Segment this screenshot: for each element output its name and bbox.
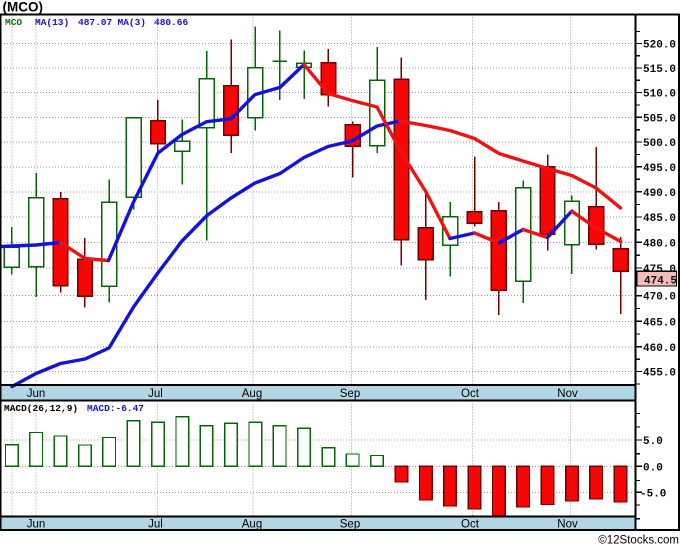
svg-text:(MCO): (MCO) <box>3 0 44 15</box>
svg-text:505.0: 505.0 <box>643 113 676 125</box>
svg-text:0.0: 0.0 <box>643 462 663 474</box>
svg-text:500.0: 500.0 <box>643 138 676 150</box>
svg-text:510.0: 510.0 <box>643 89 676 101</box>
svg-text:Aug: Aug <box>242 519 262 531</box>
svg-text:465.0: 465.0 <box>643 317 676 329</box>
svg-text:©12Stocks.com: ©12Stocks.com <box>598 535 679 546</box>
svg-text:Jul: Jul <box>148 519 163 531</box>
svg-text:Sep: Sep <box>340 519 360 531</box>
svg-text:Jul: Jul <box>148 388 163 400</box>
svg-text:Jun: Jun <box>27 388 46 400</box>
svg-text:455.0: 455.0 <box>643 368 676 380</box>
svg-text:520.0: 520.0 <box>643 40 676 52</box>
svg-text:460.0: 460.0 <box>643 343 676 355</box>
svg-text:MA(13): MA(13) <box>35 17 69 28</box>
svg-text:Oct: Oct <box>461 388 480 400</box>
svg-text:-5.0: -5.0 <box>640 488 666 500</box>
svg-text:MA(3): MA(3) <box>118 17 147 28</box>
svg-text:490.0: 490.0 <box>643 188 676 200</box>
svg-text:480.0: 480.0 <box>643 238 676 250</box>
svg-text:485.0: 485.0 <box>643 213 676 225</box>
svg-text:Jun: Jun <box>27 519 46 531</box>
svg-text:MACD(26,12,9): MACD(26,12,9) <box>4 403 78 414</box>
svg-text:Oct: Oct <box>461 519 480 531</box>
svg-text:MACD:-6.47: MACD:-6.47 <box>87 403 144 414</box>
svg-text:495.0: 495.0 <box>643 163 676 175</box>
svg-text:474.5: 474.5 <box>644 275 677 287</box>
svg-text:5.0: 5.0 <box>643 436 663 448</box>
svg-text:Nov: Nov <box>557 519 578 531</box>
svg-text:Nov: Nov <box>557 388 578 400</box>
svg-text:487.07: 487.07 <box>78 17 113 28</box>
svg-text:MCO: MCO <box>5 17 22 28</box>
svg-text:Sep: Sep <box>340 388 360 400</box>
svg-text:475.0: 475.0 <box>643 264 676 276</box>
svg-text:480.66: 480.66 <box>154 17 189 28</box>
svg-text:470.0: 470.0 <box>643 292 676 304</box>
svg-text:515.0: 515.0 <box>643 64 676 76</box>
svg-text:Aug: Aug <box>242 388 262 400</box>
